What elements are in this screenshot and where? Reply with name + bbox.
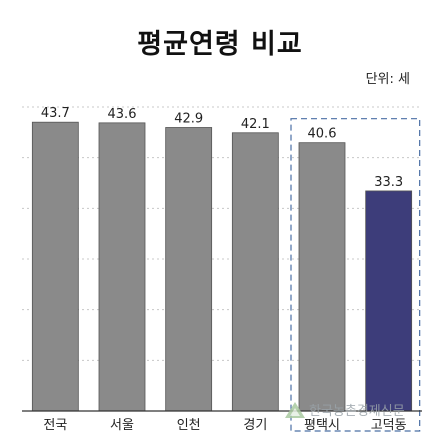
category-label: 경기 <box>243 418 267 433</box>
value-label: 40.6 <box>308 127 337 142</box>
value-label: 42.1 <box>241 117 270 132</box>
bar <box>231 132 279 412</box>
value-label: 33.3 <box>374 175 403 190</box>
unit-label: 단위: 세 <box>365 72 410 87</box>
bar <box>365 190 413 412</box>
value-label: 42.9 <box>174 111 203 126</box>
category-label: 고덕동 <box>371 418 407 433</box>
bar <box>31 121 79 412</box>
category-label: 서울 <box>110 418 134 433</box>
bar <box>298 142 346 412</box>
category-label: 평택시 <box>304 418 340 433</box>
value-label: 43.7 <box>41 106 70 121</box>
highlight-box <box>290 118 421 432</box>
bar <box>98 122 146 412</box>
chart-title: 평균연령 비교 <box>137 29 303 60</box>
bar <box>165 127 213 412</box>
category-label: 인천 <box>177 418 201 433</box>
value-label: 43.6 <box>108 107 137 122</box>
category-label: 전국 <box>43 418 67 433</box>
